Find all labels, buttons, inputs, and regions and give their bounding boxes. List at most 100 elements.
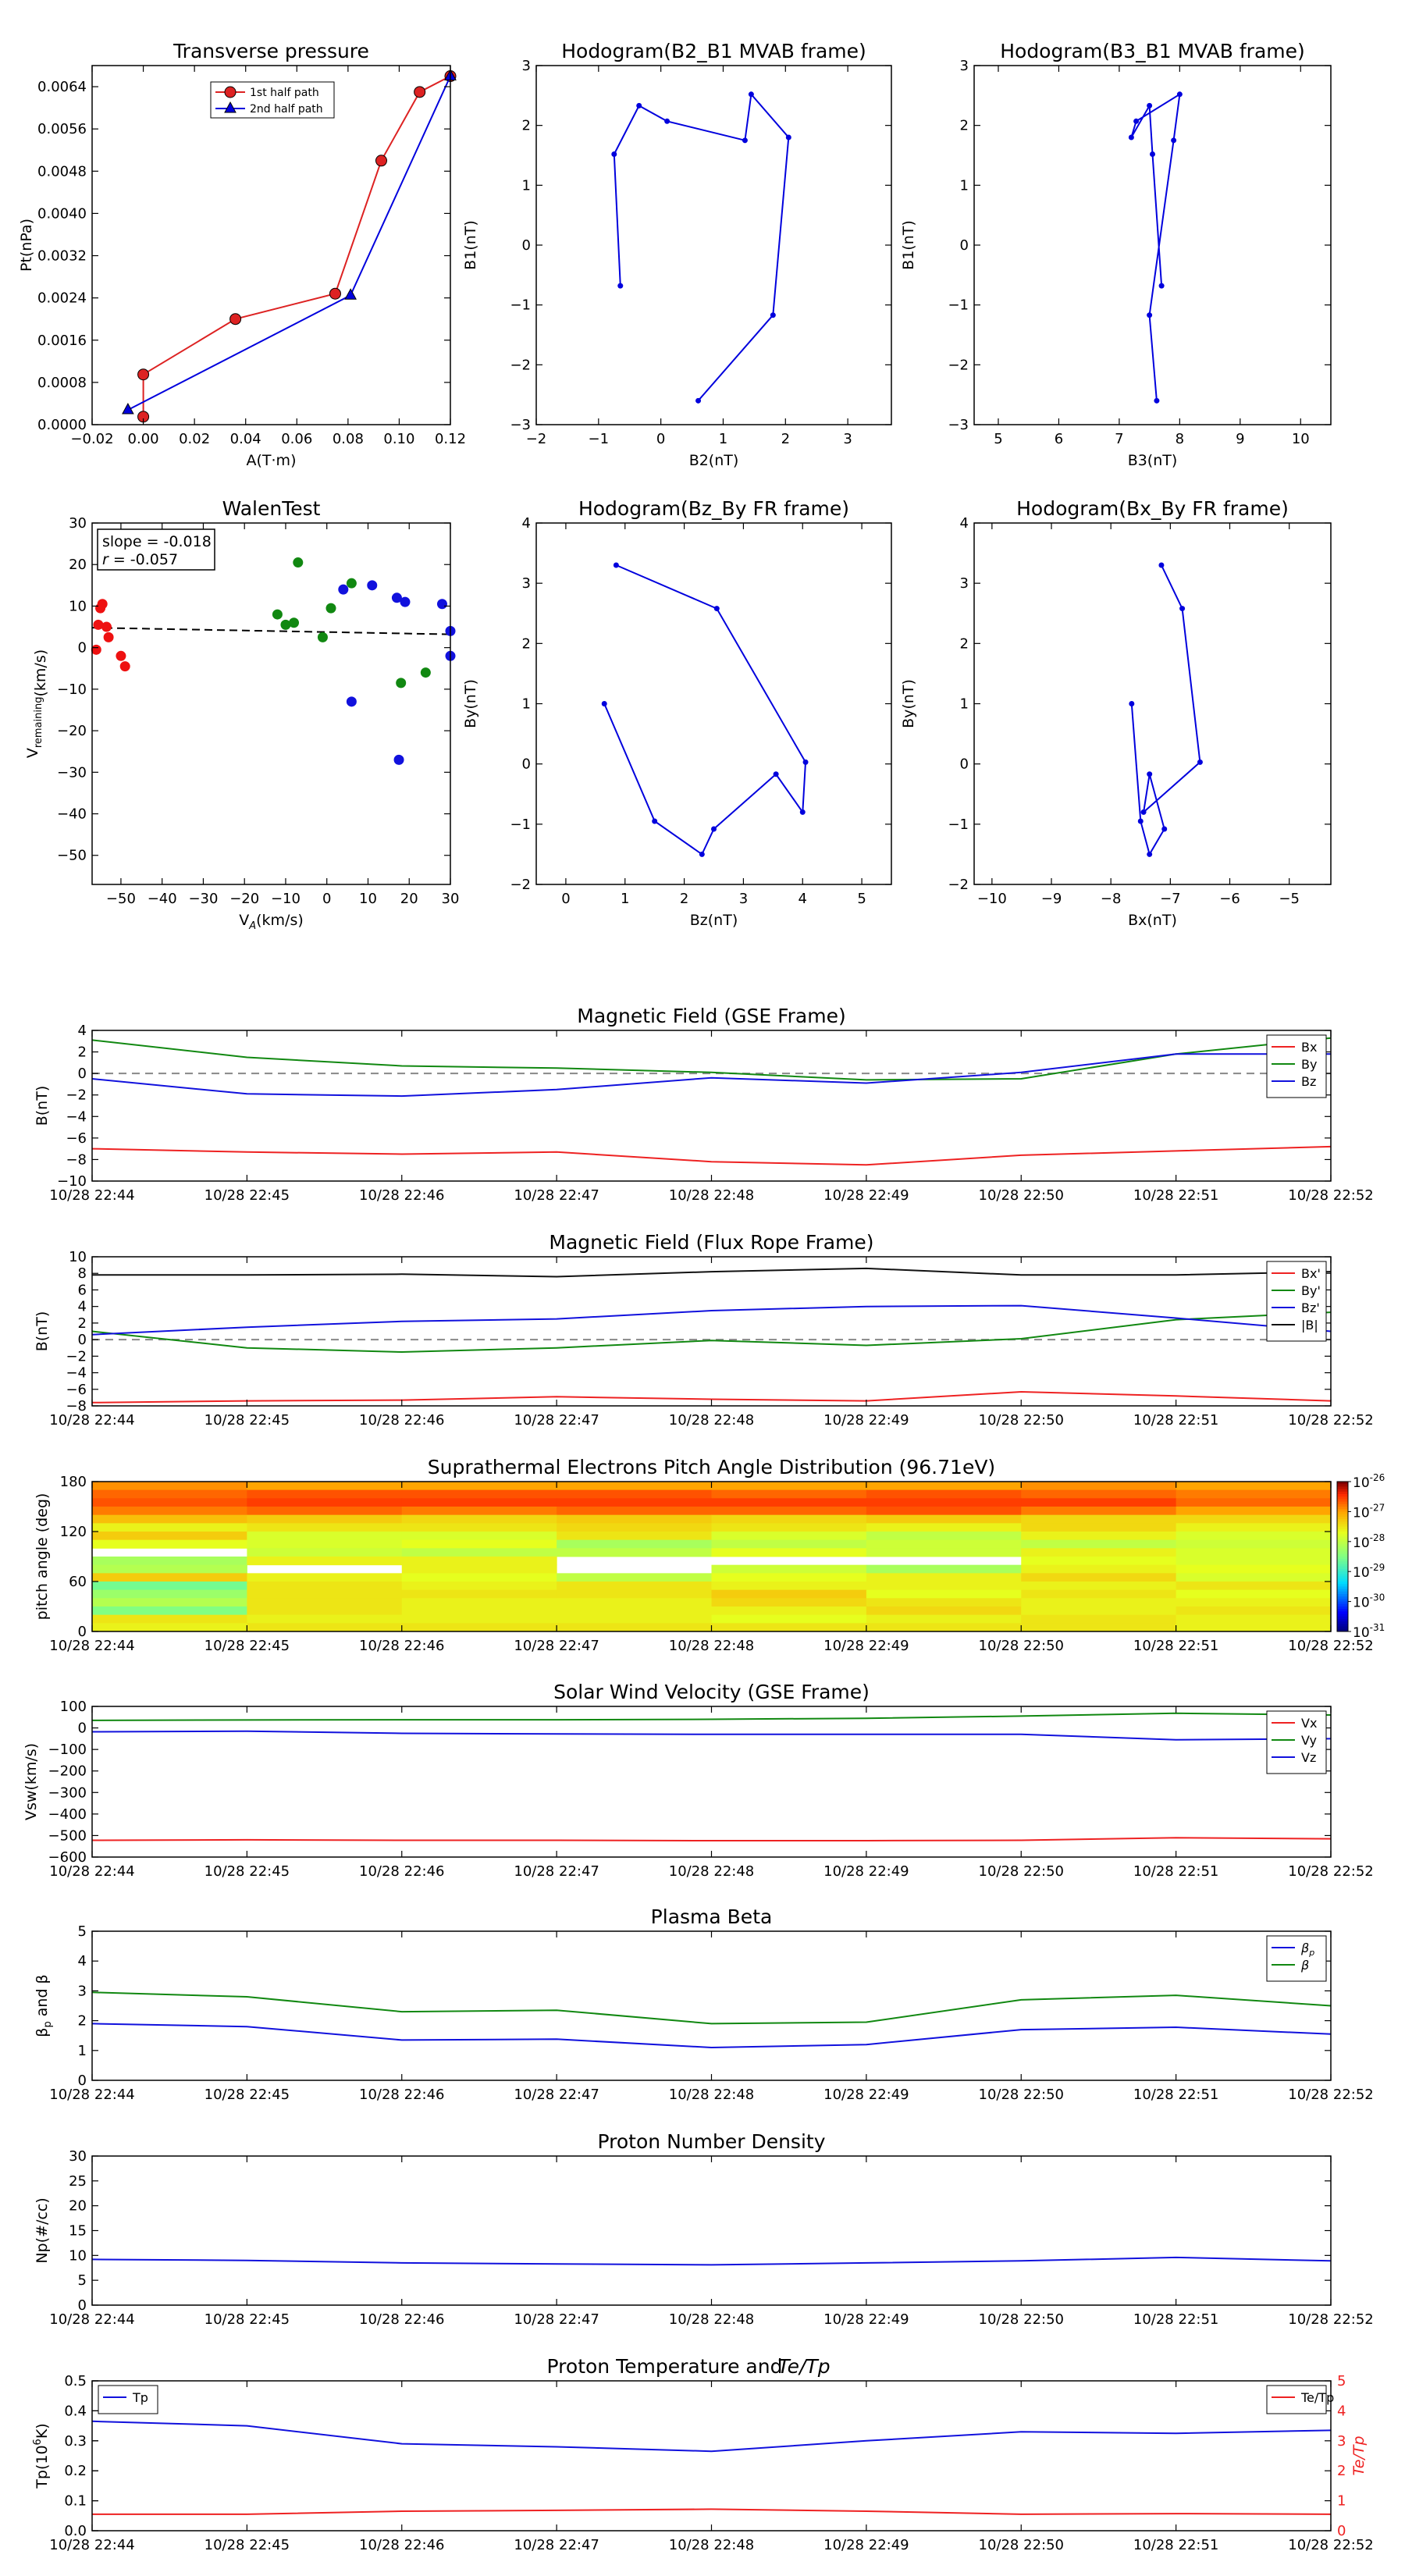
pad-colorbar-segment xyxy=(1337,1614,1348,1617)
pad-cell xyxy=(866,1489,1022,1499)
hodogram-bz-by-xlabel-main: Bz(nT) xyxy=(690,912,738,929)
hodogram-b2-b1-frame xyxy=(535,65,892,425)
hodogram-bx-by-xtick-label: −8 xyxy=(1101,891,1122,907)
pad-cell xyxy=(92,1623,247,1632)
pad-colorbar-segment xyxy=(1337,1596,1348,1599)
walen-test-series-1-point xyxy=(289,617,300,628)
transverse-pressure-xtick-label: 0.00 xyxy=(128,431,159,447)
pad-cell xyxy=(1021,1498,1177,1507)
transverse-pressure-ytick-label: 0.0008 xyxy=(37,375,87,391)
pad-cell xyxy=(866,1498,1022,1507)
walen-test-series-1-point xyxy=(396,678,407,688)
beta-xtick-label: 10/28 22:48 xyxy=(669,2087,754,2103)
pad-colorbar-segment xyxy=(1337,1528,1348,1532)
mag-fr-xtick-label: 10/28 22:52 xyxy=(1288,1412,1373,1429)
mag-fr-series-2-line xyxy=(91,1304,1332,1336)
pad-colorbar-segment xyxy=(1337,1569,1348,1572)
mag-gse-ytick-label: −2 xyxy=(66,1087,87,1104)
pad-colorbar-segment xyxy=(1337,1624,1348,1628)
pad-cell xyxy=(401,1623,557,1632)
pad-cell xyxy=(1176,1557,1332,1566)
pad-colorbar-segment xyxy=(1337,1553,1348,1557)
pad-cell xyxy=(866,1582,1022,1591)
hodogram-b3-b1-frame xyxy=(973,65,1332,425)
pad-cell xyxy=(401,1606,557,1616)
hodogram-b3-b1-series-0-point xyxy=(1154,397,1160,404)
hodogram-b3-b1-ytick-label: 2 xyxy=(960,118,969,134)
beta-ytick-label: 2 xyxy=(78,2013,87,2030)
mag-fr-ytick-label: −8 xyxy=(66,1398,87,1414)
pad-cell xyxy=(1176,1498,1332,1507)
temperature-legend-right xyxy=(1266,2385,1327,2414)
density-xtick-label: 10/28 22:45 xyxy=(205,2311,290,2328)
pad-cell xyxy=(1176,1573,1332,1582)
hodogram-bz-by-xtick-label: 4 xyxy=(799,891,807,907)
mag-fr-ytick-label: 0 xyxy=(78,1332,87,1348)
pad-cell xyxy=(92,1589,247,1599)
pad-colorbar-segment xyxy=(1337,1616,1348,1620)
mag-fr-series-1-line xyxy=(91,1311,1332,1354)
pad-colorbar-base: 10 xyxy=(1353,1565,1370,1581)
mag-gse-xtick-label: 10/28 22:48 xyxy=(669,1187,754,1204)
hodogram-bx-by-series-0-point xyxy=(1140,809,1147,815)
pad-colorbar-segment xyxy=(1337,1532,1348,1535)
mag-gse-series-2-line xyxy=(91,1053,1331,1098)
pad-cell xyxy=(711,1498,867,1507)
velocity-legend-label: Vx xyxy=(1301,1716,1317,1731)
transverse-pressure-ytick-label: 0.0056 xyxy=(37,121,87,137)
velocity-ylabel: Vsw(km/s) xyxy=(23,1743,40,1820)
mag-fr-ytick-label: −6 xyxy=(66,1382,87,1398)
hodogram-bx-by-series-0-point xyxy=(1179,606,1186,612)
beta-ylabel: βp and β xyxy=(34,1974,54,2037)
hodogram-bz-by-xtick-label: 2 xyxy=(680,891,688,907)
walen-test-xlabel-sub: A xyxy=(248,920,256,932)
hodogram-b2-b1-series-0-line xyxy=(613,92,790,401)
mag-fr-title: Magnetic Field (Flux Rope Frame) xyxy=(549,1231,873,1254)
density-ytick-label: 25 xyxy=(69,2173,87,2190)
hodogram-b3-b1-ylabel: B1(nT) xyxy=(900,220,917,270)
pad-colorbar-segment xyxy=(1337,1574,1348,1578)
pad-cell xyxy=(401,1598,557,1607)
transverse-pressure-xtick-label: 0.02 xyxy=(179,431,210,447)
velocity-ytick-label: 100 xyxy=(60,1699,87,1715)
beta-ytick-label: 1 xyxy=(78,2043,87,2059)
density-xtick-label: 10/28 22:52 xyxy=(1288,2311,1373,2328)
hodogram-bz-by-series-0-line xyxy=(603,564,807,856)
temperature-legend-label: Te/Tp xyxy=(1300,2390,1334,2405)
velocity-chart: Solar Wind Velocity (GSE Frame) 10/28 22:… xyxy=(23,1681,1374,1880)
beta-legend-sub: p xyxy=(1308,1948,1314,1958)
walen-test-series-1-point xyxy=(317,632,328,642)
mag-gse-xtick-label: 10/28 22:45 xyxy=(205,1187,290,1204)
pad-cell xyxy=(1021,1514,1177,1524)
mag-gse-xtick-label: 10/28 22:44 xyxy=(49,1187,134,1204)
pad-cell xyxy=(866,1589,1022,1599)
pad-cell xyxy=(1021,1489,1177,1499)
walen-test-ylabel-unit: (km/s) xyxy=(32,649,49,697)
temperature-y2tick-label: 3 xyxy=(1337,2433,1346,2450)
mag-fr-chart: Magnetic Field (Flux Rope Frame) 10/28 22… xyxy=(34,1231,1374,1429)
velocity-frame xyxy=(91,1706,1332,1858)
pad-colorbar-segment xyxy=(1337,1628,1348,1632)
mag-gse-title: Magnetic Field (GSE Frame) xyxy=(577,1005,845,1027)
temperature-series-0-line xyxy=(91,2420,1332,2453)
transverse-pressure-series-1-point xyxy=(344,288,357,300)
mag-fr-ytick-label: −4 xyxy=(66,1365,87,1382)
pad-cell xyxy=(1176,1514,1332,1524)
hodogram-b3-b1-series-0-point xyxy=(1150,151,1155,157)
pad-cell xyxy=(557,1582,712,1591)
temperature-xtick-label: 10/28 22:48 xyxy=(669,2537,754,2553)
density-xtick-label: 10/28 22:46 xyxy=(359,2311,444,2328)
transverse-pressure-ytick-label: 0.0016 xyxy=(37,333,87,349)
pad-cell xyxy=(866,1482,1022,1491)
walen-test-ytick-label: 0 xyxy=(78,640,87,656)
hodogram-b2-b1-xtick-label: −1 xyxy=(589,431,610,447)
density-xtick-label: 10/28 22:49 xyxy=(823,2311,909,2328)
pad-colorbar-segment xyxy=(1337,1557,1348,1560)
pad-cell xyxy=(1021,1573,1177,1582)
transverse-pressure-xtick-label: 0.10 xyxy=(383,431,414,447)
hodogram-b3-b1-xtick-label: 7 xyxy=(1115,431,1123,447)
hodogram-bz-by-xtick-label: 1 xyxy=(621,891,629,907)
pad-xtick-label: 10/28 22:45 xyxy=(205,1638,290,1654)
transverse-pressure-series-0-point xyxy=(329,287,341,300)
hodogram-bz-by-chart: Hodogram(Bz_By FR frame) 0 1 2 3 4 5 −2 −1 0 1 2 3 4 B… xyxy=(462,497,892,929)
